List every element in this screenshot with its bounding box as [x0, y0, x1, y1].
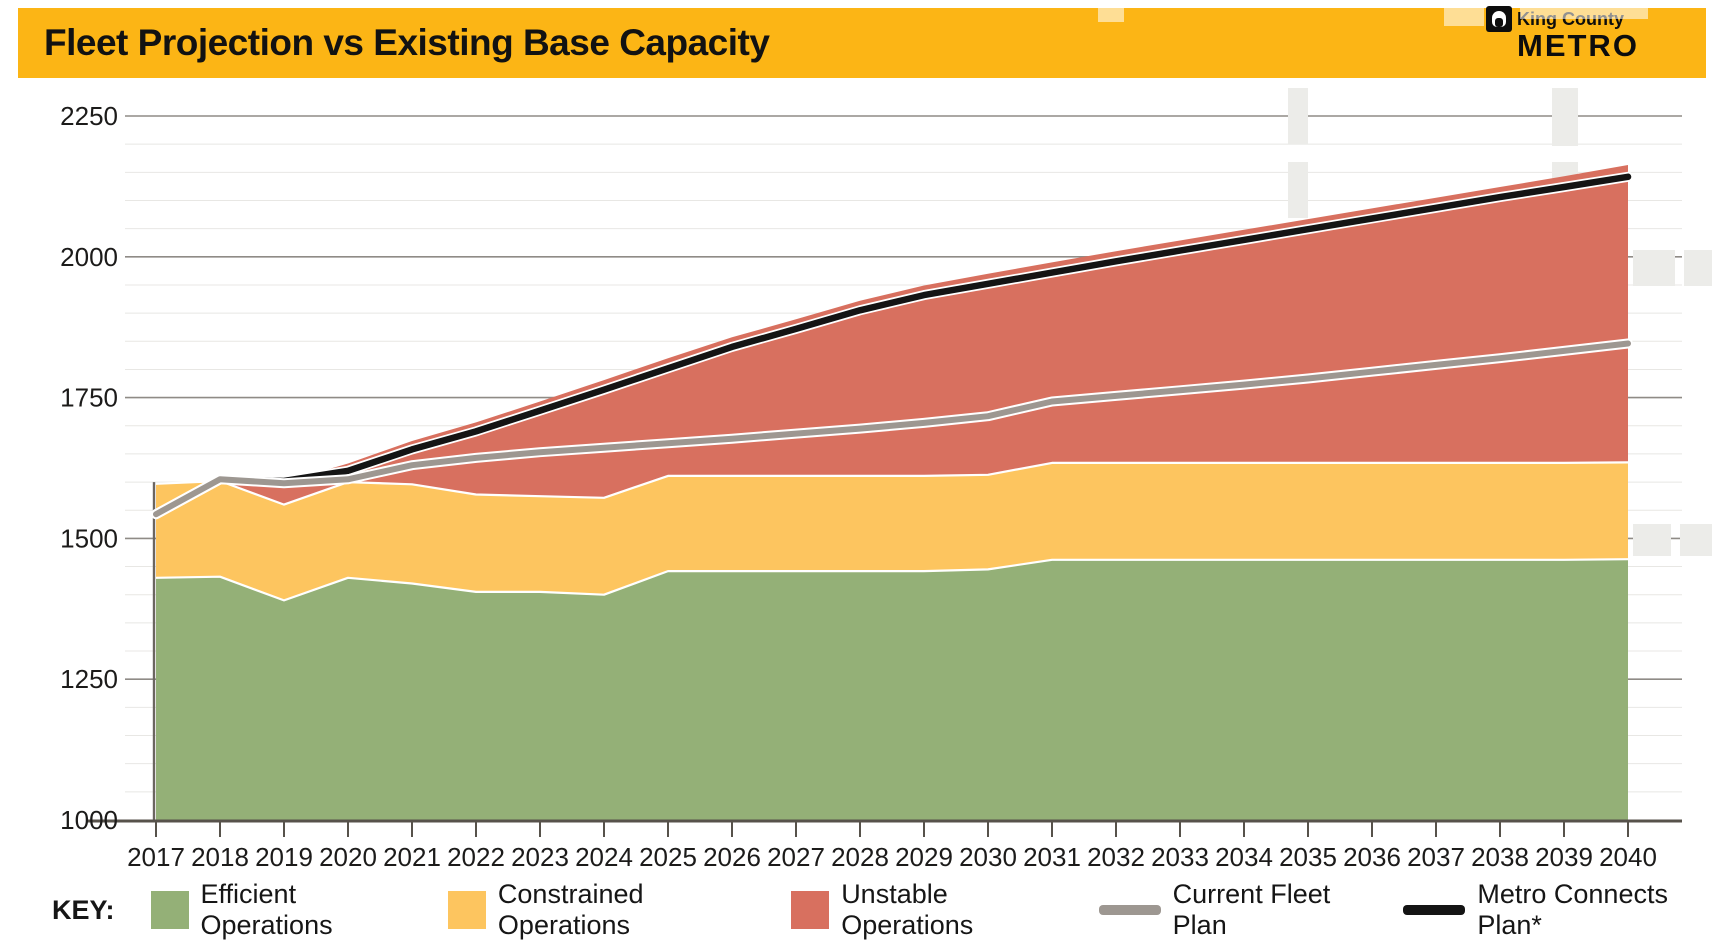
legend-item-unstable-operations: Unstable Operations — [791, 879, 1062, 941]
svg-text:2037: 2037 — [1407, 842, 1465, 872]
svg-text:2023: 2023 — [511, 842, 569, 872]
svg-text:2029: 2029 — [895, 842, 953, 872]
svg-text:1000: 1000 — [60, 805, 118, 835]
svg-text:2000: 2000 — [60, 242, 118, 272]
legend-label: Constrained Operations — [497, 879, 644, 940]
legend-label: Current Fleet Plan — [1172, 879, 1331, 940]
svg-text:2019: 2019 — [255, 842, 313, 872]
svg-text:2032: 2032 — [1087, 842, 1145, 872]
svg-text:2020: 2020 — [319, 842, 377, 872]
legend-item-current-fleet-plan: Current Fleet Plan — [1098, 879, 1368, 941]
svg-text:2021: 2021 — [383, 842, 441, 872]
constrained-operations-swatch-icon — [447, 891, 486, 929]
svg-text:2026: 2026 — [703, 842, 761, 872]
svg-text:1500: 1500 — [60, 523, 118, 553]
svg-text:2028: 2028 — [831, 842, 889, 872]
legend-label: Unstable Operations — [841, 879, 974, 940]
svg-text:2250: 2250 — [60, 101, 118, 131]
svg-text:2031: 2031 — [1023, 842, 1081, 872]
page-title: Fleet Projection vs Existing Base Capaci… — [44, 22, 770, 63]
chart-legend: KEY: Efficient Operations Constrained Op… — [52, 879, 1712, 940]
svg-text:2040: 2040 — [1599, 842, 1657, 872]
king-county-logo-icon — [1486, 6, 1512, 32]
legend-label: Efficient Operations — [200, 879, 333, 940]
efficient-operations-swatch-icon — [150, 891, 189, 929]
svg-text:2030: 2030 — [959, 842, 1017, 872]
svg-text:1750: 1750 — [60, 383, 118, 413]
current-fleet-plan-line-icon — [1098, 905, 1161, 915]
logo-text-metro: METRO — [1517, 28, 1639, 63]
header-bar: Fleet Projection vs Existing Base Capaci… — [18, 8, 1706, 78]
legend-item-constrained-operations: Constrained Operations — [447, 879, 755, 941]
svg-text:2017: 2017 — [127, 842, 185, 872]
legend-key-label: KEY: — [52, 894, 115, 925]
watermark-smudge — [1444, 8, 1484, 26]
svg-text:2018: 2018 — [191, 842, 249, 872]
watermark-smudge — [1098, 8, 1124, 22]
svg-text:2039: 2039 — [1535, 842, 1593, 872]
unstable-operations-swatch-icon — [791, 891, 830, 929]
watermark-smudge — [1520, 8, 1648, 19]
svg-text:2022: 2022 — [447, 842, 505, 872]
legend-item-efficient-operations: Efficient Operations — [150, 879, 412, 941]
svg-text:2035: 2035 — [1279, 842, 1337, 872]
svg-text:2024: 2024 — [575, 842, 633, 872]
svg-text:2034: 2034 — [1215, 842, 1273, 872]
svg-text:2038: 2038 — [1471, 842, 1529, 872]
metro-connects-plan-line-icon — [1403, 905, 1466, 915]
legend-item-metro-connects-plan: Metro Connects Plan* — [1403, 879, 1712, 941]
svg-text:2036: 2036 — [1343, 842, 1401, 872]
svg-text:2033: 2033 — [1151, 842, 1209, 872]
svg-text:2025: 2025 — [639, 842, 697, 872]
svg-text:2027: 2027 — [767, 842, 825, 872]
legend-label: Metro Connects Plan* — [1477, 879, 1668, 940]
svg-text:1250: 1250 — [60, 664, 118, 694]
